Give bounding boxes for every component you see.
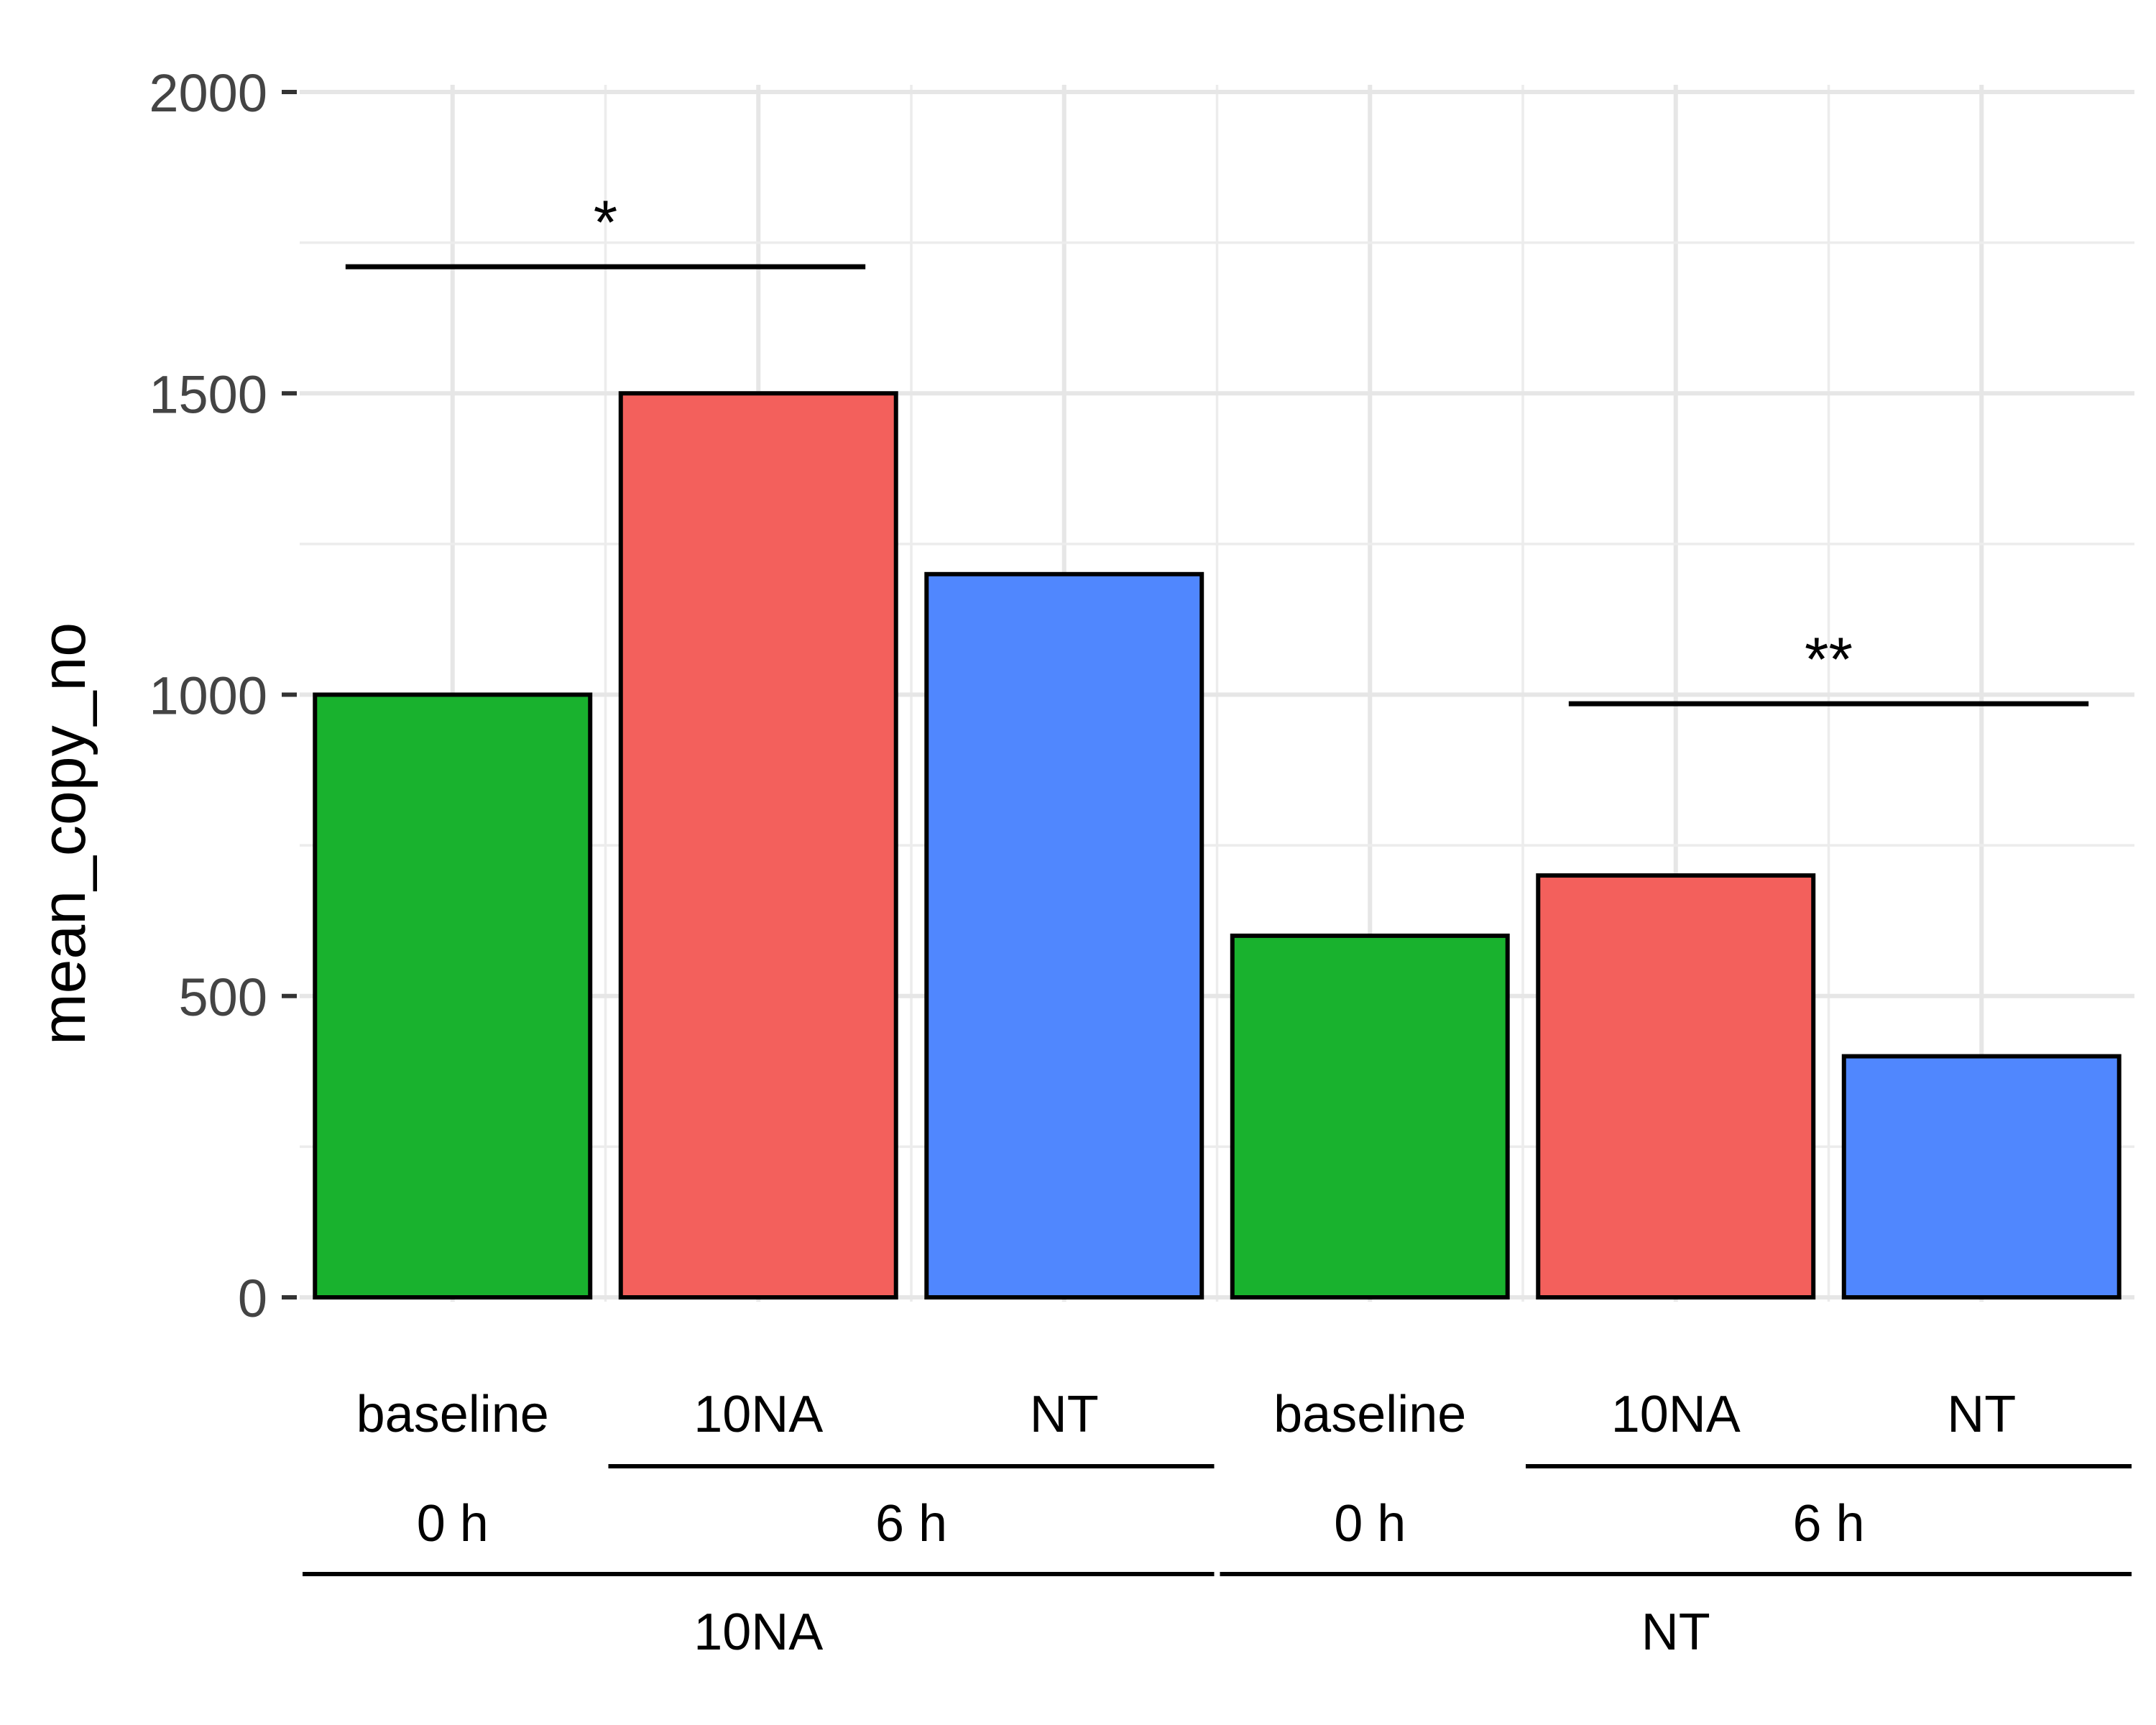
bar-4 bbox=[1230, 933, 1510, 1300]
significance-annotations: *** bbox=[345, 188, 2089, 707]
y-axis-label: mean_copy_no bbox=[29, 622, 98, 1045]
category-label: 10NA bbox=[694, 1386, 823, 1443]
bar-1 bbox=[313, 692, 593, 1300]
x-axis-categories: baseline 10NA NT baseline 10NA NT 0 h 6 h 0 h 6 h… bbox=[303, 1386, 2132, 1661]
time-group-label: 6 h bbox=[875, 1495, 947, 1552]
treatment-group-label: NT bbox=[1641, 1604, 1710, 1661]
y-tick-label: 1500 bbox=[149, 364, 267, 424]
y-tick-label: 0 bbox=[238, 1269, 267, 1328]
grid-lines bbox=[300, 85, 2134, 1302]
category-label: baseline bbox=[1273, 1386, 1466, 1443]
bars bbox=[313, 391, 2122, 1300]
category-label: NT bbox=[1030, 1386, 1099, 1443]
bar-6 bbox=[1841, 1054, 2122, 1300]
significance-marker: ** bbox=[1805, 625, 1853, 694]
y-tick-label: 1000 bbox=[149, 666, 267, 726]
time-group-label: 0 h bbox=[1334, 1495, 1406, 1552]
significance-marker: * bbox=[594, 188, 617, 257]
treatment-group-label: 10NA bbox=[694, 1604, 823, 1661]
bar-5 bbox=[1536, 873, 1816, 1300]
time-group-label: 6 h bbox=[1792, 1495, 1864, 1552]
y-axis: 0 500 1000 1500 2000 bbox=[149, 63, 297, 1328]
y-tick-label: 500 bbox=[179, 967, 267, 1027]
time-group-label: 0 h bbox=[417, 1495, 489, 1552]
bar-3 bbox=[924, 571, 1204, 1300]
category-label: 10NA bbox=[1611, 1386, 1741, 1443]
category-label: baseline bbox=[356, 1386, 549, 1443]
bar-2 bbox=[618, 391, 898, 1300]
y-tick-label: 2000 bbox=[149, 63, 267, 123]
category-label: NT bbox=[1947, 1386, 2016, 1443]
